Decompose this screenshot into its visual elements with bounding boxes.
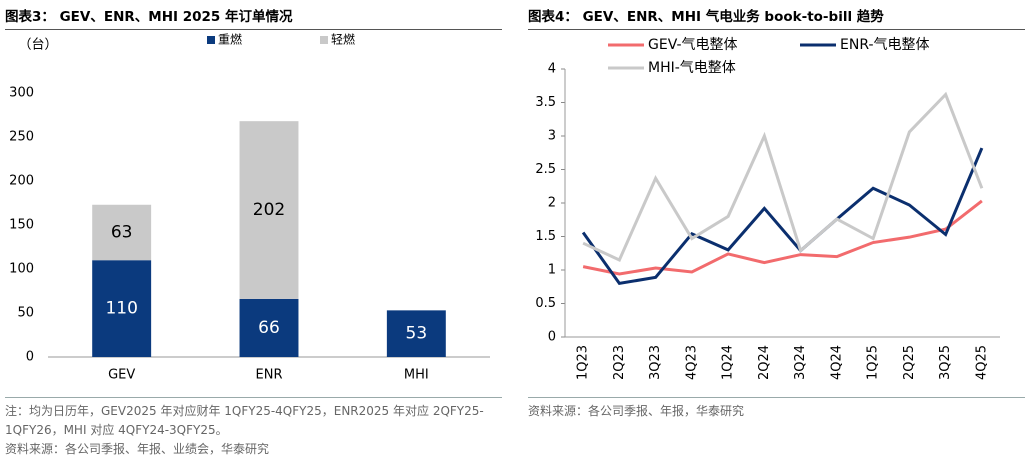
data-label: 202 <box>253 200 285 220</box>
y-tick-label: 0.5 <box>535 296 556 311</box>
line <box>582 199 983 276</box>
rule <box>528 397 1025 398</box>
legend-swatch <box>320 36 328 44</box>
y-tick-label: 250 <box>9 130 34 145</box>
x-tick-label: 3Q23 <box>648 345 663 380</box>
x-tick-label: 1Q24 <box>721 345 736 380</box>
y-axis-label: （台） <box>18 38 57 53</box>
chart-title: 图表3： GEV、ENR、MHI 2025 年订单情况 <box>5 5 502 30</box>
x-tick-label: 1Q25 <box>866 345 881 380</box>
data-label: 110 <box>105 299 137 319</box>
y-tick-label: 300 <box>9 86 34 101</box>
note: 注：均为日历年，GEV2025 年对应财年 1QFY25-4QFY25，ENR2… <box>5 404 484 437</box>
data-label: 63 <box>111 222 133 242</box>
line <box>582 91 984 262</box>
x-tick-label: 2Q23 <box>612 345 627 380</box>
y-tick-label: 4 <box>548 62 556 77</box>
y-tick-label: 3.5 <box>535 95 556 110</box>
rule <box>5 397 502 398</box>
x-tick-label: 3Q25 <box>938 345 953 380</box>
legend-label: MHI-气电整体 <box>648 60 736 76</box>
y-tick-label: 0 <box>26 350 34 365</box>
x-tick-label: 4Q25 <box>974 345 989 380</box>
x-tick-label: 1Q23 <box>576 345 591 380</box>
data-label: 66 <box>258 318 280 338</box>
y-tick-label: 1.5 <box>535 229 556 244</box>
line <box>581 147 984 286</box>
y-tick-label: 0 <box>548 330 556 345</box>
y-tick-label: 2 <box>548 196 556 211</box>
bar <box>92 204 152 261</box>
bar <box>386 310 446 357</box>
bar <box>92 260 152 357</box>
x-tick-label: 2Q24 <box>757 345 772 380</box>
x-tick-label: 3Q24 <box>793 345 808 380</box>
chart-title: 图表4： GEV、ENR、MHI 气电业务 book-to-bill 趋势 <box>528 5 1025 30</box>
y-tick-label: 3 <box>548 129 556 144</box>
x-tick-label: 4Q23 <box>684 345 699 380</box>
legend-label: 重燃 <box>218 32 242 47</box>
legend-label: 轻燃 <box>331 32 355 47</box>
y-tick-label: 100 <box>9 262 34 277</box>
y-tick-label: 50 <box>17 306 34 321</box>
x-tick-label: GEV <box>108 368 135 383</box>
x-tick-label: 4Q24 <box>829 345 844 380</box>
x-tick-label: MHI <box>404 368 429 383</box>
legend-swatch <box>207 36 215 44</box>
y-tick-label: 200 <box>9 174 34 189</box>
bar <box>239 121 299 299</box>
y-tick-label: 150 <box>9 218 34 233</box>
bar <box>239 298 299 357</box>
source: 资料来源：各公司季报、年报，华泰研究 <box>528 404 745 418</box>
legend-label: ENR-气电整体 <box>840 37 930 53</box>
source: 资料来源：各公司季报、年报、业绩会，华泰研究 <box>5 442 270 456</box>
x-tick-label: ENR <box>256 368 283 383</box>
x-tick-label: 2Q25 <box>902 345 917 380</box>
y-tick-label: 1 <box>548 263 556 278</box>
legend-label: GEV-气电整体 <box>648 37 738 53</box>
y-tick-label: 2.5 <box>535 162 556 177</box>
data-label: 53 <box>406 324 428 344</box>
